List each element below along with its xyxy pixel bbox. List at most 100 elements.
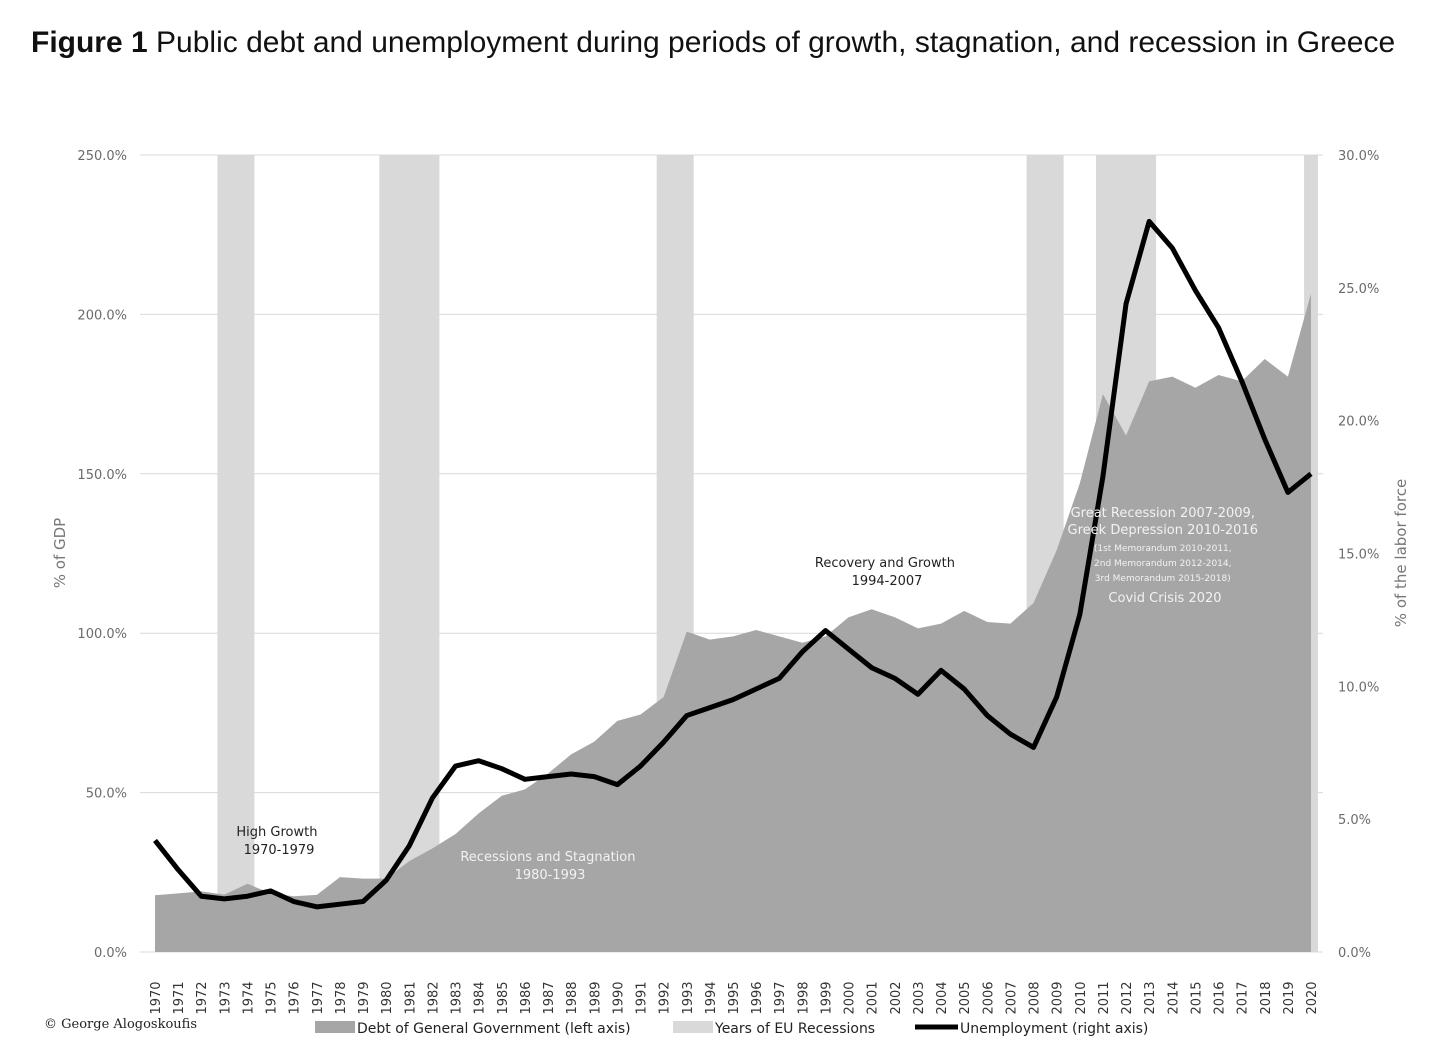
x-tick-label: 2015 <box>1189 981 1204 1014</box>
x-tick-label: 2004 <box>935 981 950 1014</box>
x-tick-label: 1981 <box>403 981 418 1014</box>
x-tick-label: 1993 <box>681 981 696 1014</box>
x-tick-label: 2014 <box>1166 981 1181 1014</box>
annotation-line: (1st Memorandum 2010-2011, <box>1094 544 1232 554</box>
right-tick-label: 5.0% <box>1338 813 1371 828</box>
x-tick-label: 2001 <box>866 981 881 1014</box>
legend-label-unemployment: Unemployment (right axis) <box>960 1021 1148 1037</box>
x-axis-ticks: 1970 1971 1972 1973 1974 1975 1976 1977 1978 1979… <box>149 981 1320 1014</box>
x-tick-label: 1986 <box>519 981 534 1014</box>
x-tick-label: 1995 <box>727 981 742 1014</box>
x-tick-label: 1974 <box>241 981 256 1014</box>
x-tick-label: 1972 <box>195 981 210 1014</box>
annotation-line: Greek Depression 2010-2016 <box>1068 523 1258 538</box>
x-tick-label: 2003 <box>912 981 927 1014</box>
legend-swatch-debt <box>315 1021 355 1033</box>
unemployment-line-layer <box>153 218 1313 910</box>
left-axis-ticks: 0.0% 50.0% 100.0% 150.0% 200.0% 250.0% <box>77 149 127 961</box>
figure-title: Figure 1 Public debt and unemployment du… <box>31 22 1431 63</box>
legend-swatch-recessions <box>673 1021 713 1033</box>
x-tick-label: 1973 <box>218 981 233 1014</box>
x-tick-label: 1990 <box>611 981 626 1014</box>
x-tick-label: 2002 <box>889 981 904 1014</box>
x-tick-label: 1970 <box>149 981 164 1014</box>
x-tick-label: 2018 <box>1259 981 1274 1014</box>
debt-area <box>155 293 1311 952</box>
x-tick-label: 1997 <box>773 981 788 1014</box>
legend: Debt of General Government (left axis) Y… <box>315 1021 1148 1037</box>
right-tick-label: 15.0% <box>1338 548 1379 563</box>
right-tick-label: 0.0% <box>1338 946 1371 961</box>
x-tick-label: 1976 <box>288 981 303 1014</box>
x-tick-label: 1989 <box>588 981 603 1014</box>
x-tick-label: 2017 <box>1236 981 1251 1014</box>
x-tick-label: 2000 <box>843 981 858 1014</box>
x-tick-label: 2006 <box>981 981 996 1014</box>
x-tick-label: 1980 <box>380 981 395 1014</box>
annotation-line: Great Recession 2007-2009, <box>1071 506 1255 521</box>
x-tick-label: 2009 <box>1051 981 1066 1014</box>
legend-label-recessions: Years of EU Recessions <box>714 1021 875 1037</box>
x-tick-label: 1985 <box>496 981 511 1014</box>
annotation-line: 3rd Memorandum 2015-2018) <box>1095 574 1231 584</box>
x-tick-label: 2008 <box>1028 981 1043 1014</box>
x-tick-label: 1987 <box>542 981 557 1014</box>
x-tick-label: 2012 <box>1120 981 1135 1014</box>
x-tick-label: 1971 <box>172 981 187 1014</box>
annotation-line: 2nd Memorandum 2012-2014, <box>1094 559 1231 569</box>
figure-caption: Public debt and unemployment during peri… <box>156 26 1396 59</box>
right-tick-label: 10.0% <box>1338 680 1379 695</box>
annotation-line: 1980-1993 <box>515 868 586 883</box>
right-tick-label: 20.0% <box>1338 415 1379 430</box>
x-tick-label: 2019 <box>1282 981 1297 1014</box>
x-tick-label: 1999 <box>819 981 834 1014</box>
x-tick-label: 1991 <box>635 981 650 1014</box>
left-tick-label: 250.0% <box>77 149 127 164</box>
x-tick-label: 2007 <box>1004 981 1019 1014</box>
recession-band-1980-1982 <box>379 155 440 952</box>
left-axis-title: % of GDP <box>51 518 69 588</box>
right-tick-label: 30.0% <box>1338 149 1379 164</box>
annotation-great-recession: Great Recession 2007-2009, Greek Depress… <box>1068 504 1263 606</box>
left-tick-label: 50.0% <box>86 787 127 802</box>
left-tick-label: 100.0% <box>77 627 127 642</box>
x-tick-label: 1975 <box>265 981 280 1014</box>
left-tick-label: 150.0% <box>77 468 127 483</box>
x-tick-label: 1977 <box>311 981 326 1014</box>
x-tick-label: 1988 <box>565 981 580 1014</box>
left-tick-label: 200.0% <box>77 308 127 323</box>
x-tick-label: 2011 <box>1097 981 1112 1014</box>
annotation-line: 1994-2007 <box>852 574 923 589</box>
x-tick-label: 2020 <box>1305 981 1320 1014</box>
annotation-recessions-stagnation: Recessions and Stagnation 1980-1993 <box>460 850 639 883</box>
annotation-line: Recovery and Growth <box>815 556 955 571</box>
x-tick-label: 1998 <box>796 981 811 1014</box>
unemployment-line <box>153 218 1313 910</box>
x-tick-label: 1982 <box>426 981 441 1014</box>
x-tick-label: 1992 <box>658 981 673 1014</box>
x-tick-label: 1983 <box>450 981 465 1014</box>
figure-label: Figure 1 <box>31 26 148 59</box>
x-tick-label: 2010 <box>1074 981 1089 1014</box>
x-tick-label: 2005 <box>958 981 973 1014</box>
annotation-high-growth: High Growth 1970-1979 <box>236 825 321 858</box>
copyright-note: © George Alogoskoufis <box>44 1017 197 1032</box>
annotation-line: High Growth <box>236 825 317 840</box>
x-tick-label: 1984 <box>473 981 488 1014</box>
right-tick-label: 25.0% <box>1338 282 1379 297</box>
annotation-line: 1970-1979 <box>244 843 315 858</box>
x-tick-label: 1996 <box>750 981 765 1014</box>
debt-area-layer <box>155 293 1311 952</box>
annotation-line: Covid Crisis 2020 <box>1108 591 1221 606</box>
legend-label-debt: Debt of General Government (left axis) <box>357 1021 631 1037</box>
left-tick-label: 0.0% <box>94 946 127 961</box>
annotation-line: Recessions and Stagnation <box>460 850 635 865</box>
recession-band-1973-1974 <box>217 155 255 952</box>
x-tick-label: 2016 <box>1213 981 1228 1014</box>
x-tick-label: 1994 <box>704 981 719 1014</box>
right-axis-title: % of the labor force <box>1392 479 1410 627</box>
x-tick-label: 1979 <box>357 981 372 1014</box>
x-tick-label: 1978 <box>334 981 349 1014</box>
x-tick-label: 2013 <box>1143 981 1158 1014</box>
